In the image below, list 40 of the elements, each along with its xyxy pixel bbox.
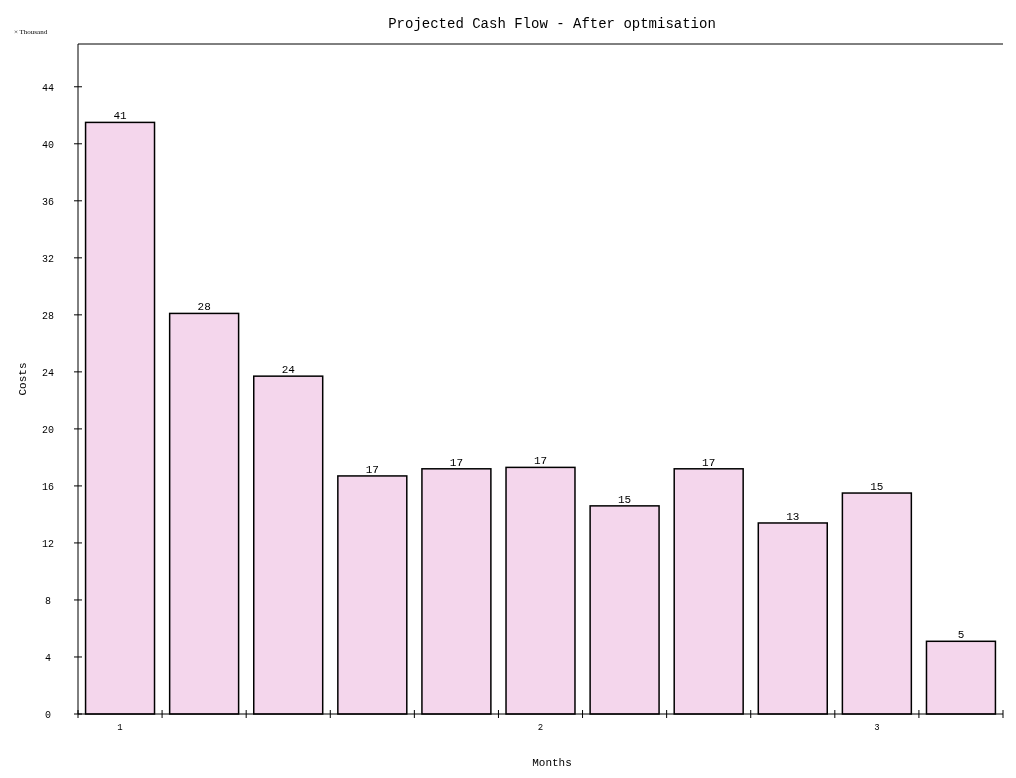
data-label: 17 [449,456,464,469]
y-tick-label: 20 [41,424,55,436]
bar [841,492,913,715]
y-tick-label: 8 [44,595,52,607]
bar [925,640,997,715]
x-tick-label: 3 [874,723,880,733]
chart-title: Projected Cash Flow - After optmisation [388,16,716,32]
y-tick-label: 36 [41,196,55,208]
bar [84,121,156,715]
bar [168,312,240,715]
y-tick-label: 24 [41,367,55,379]
bar [757,522,828,715]
y-tick-label: 40 [41,139,55,151]
data-label: 5 [957,629,965,642]
y-tick-label: 44 [41,82,55,94]
data-label: 17 [365,463,379,476]
y-axis-title: Costs [17,362,29,396]
y-tick-label: 4 [44,652,52,664]
x-axis-title: Months [532,757,572,769]
data-label: 41 [113,110,128,123]
y-tick-label: 0 [44,710,52,721]
y-tick-label: 16 [41,481,55,493]
data-label: 15 [617,493,632,506]
data-label: 15 [870,481,884,494]
y-tick-label: 32 [41,253,55,265]
data-label: 17 [702,456,716,469]
data-label: 13 [786,510,800,523]
y-tick-label: 28 [41,310,55,322]
data-label: 24 [281,364,296,377]
x-tick-label: 1 [117,723,123,733]
data-label: 17 [533,455,548,468]
bar [421,468,492,715]
bar [673,468,744,715]
bar [253,375,324,715]
x-tick-label: 2 [537,723,544,733]
bar [505,466,576,715]
y-tick-label: 12 [41,538,55,550]
data-label: 28 [197,301,211,314]
bar [337,475,408,715]
bar [589,505,660,715]
